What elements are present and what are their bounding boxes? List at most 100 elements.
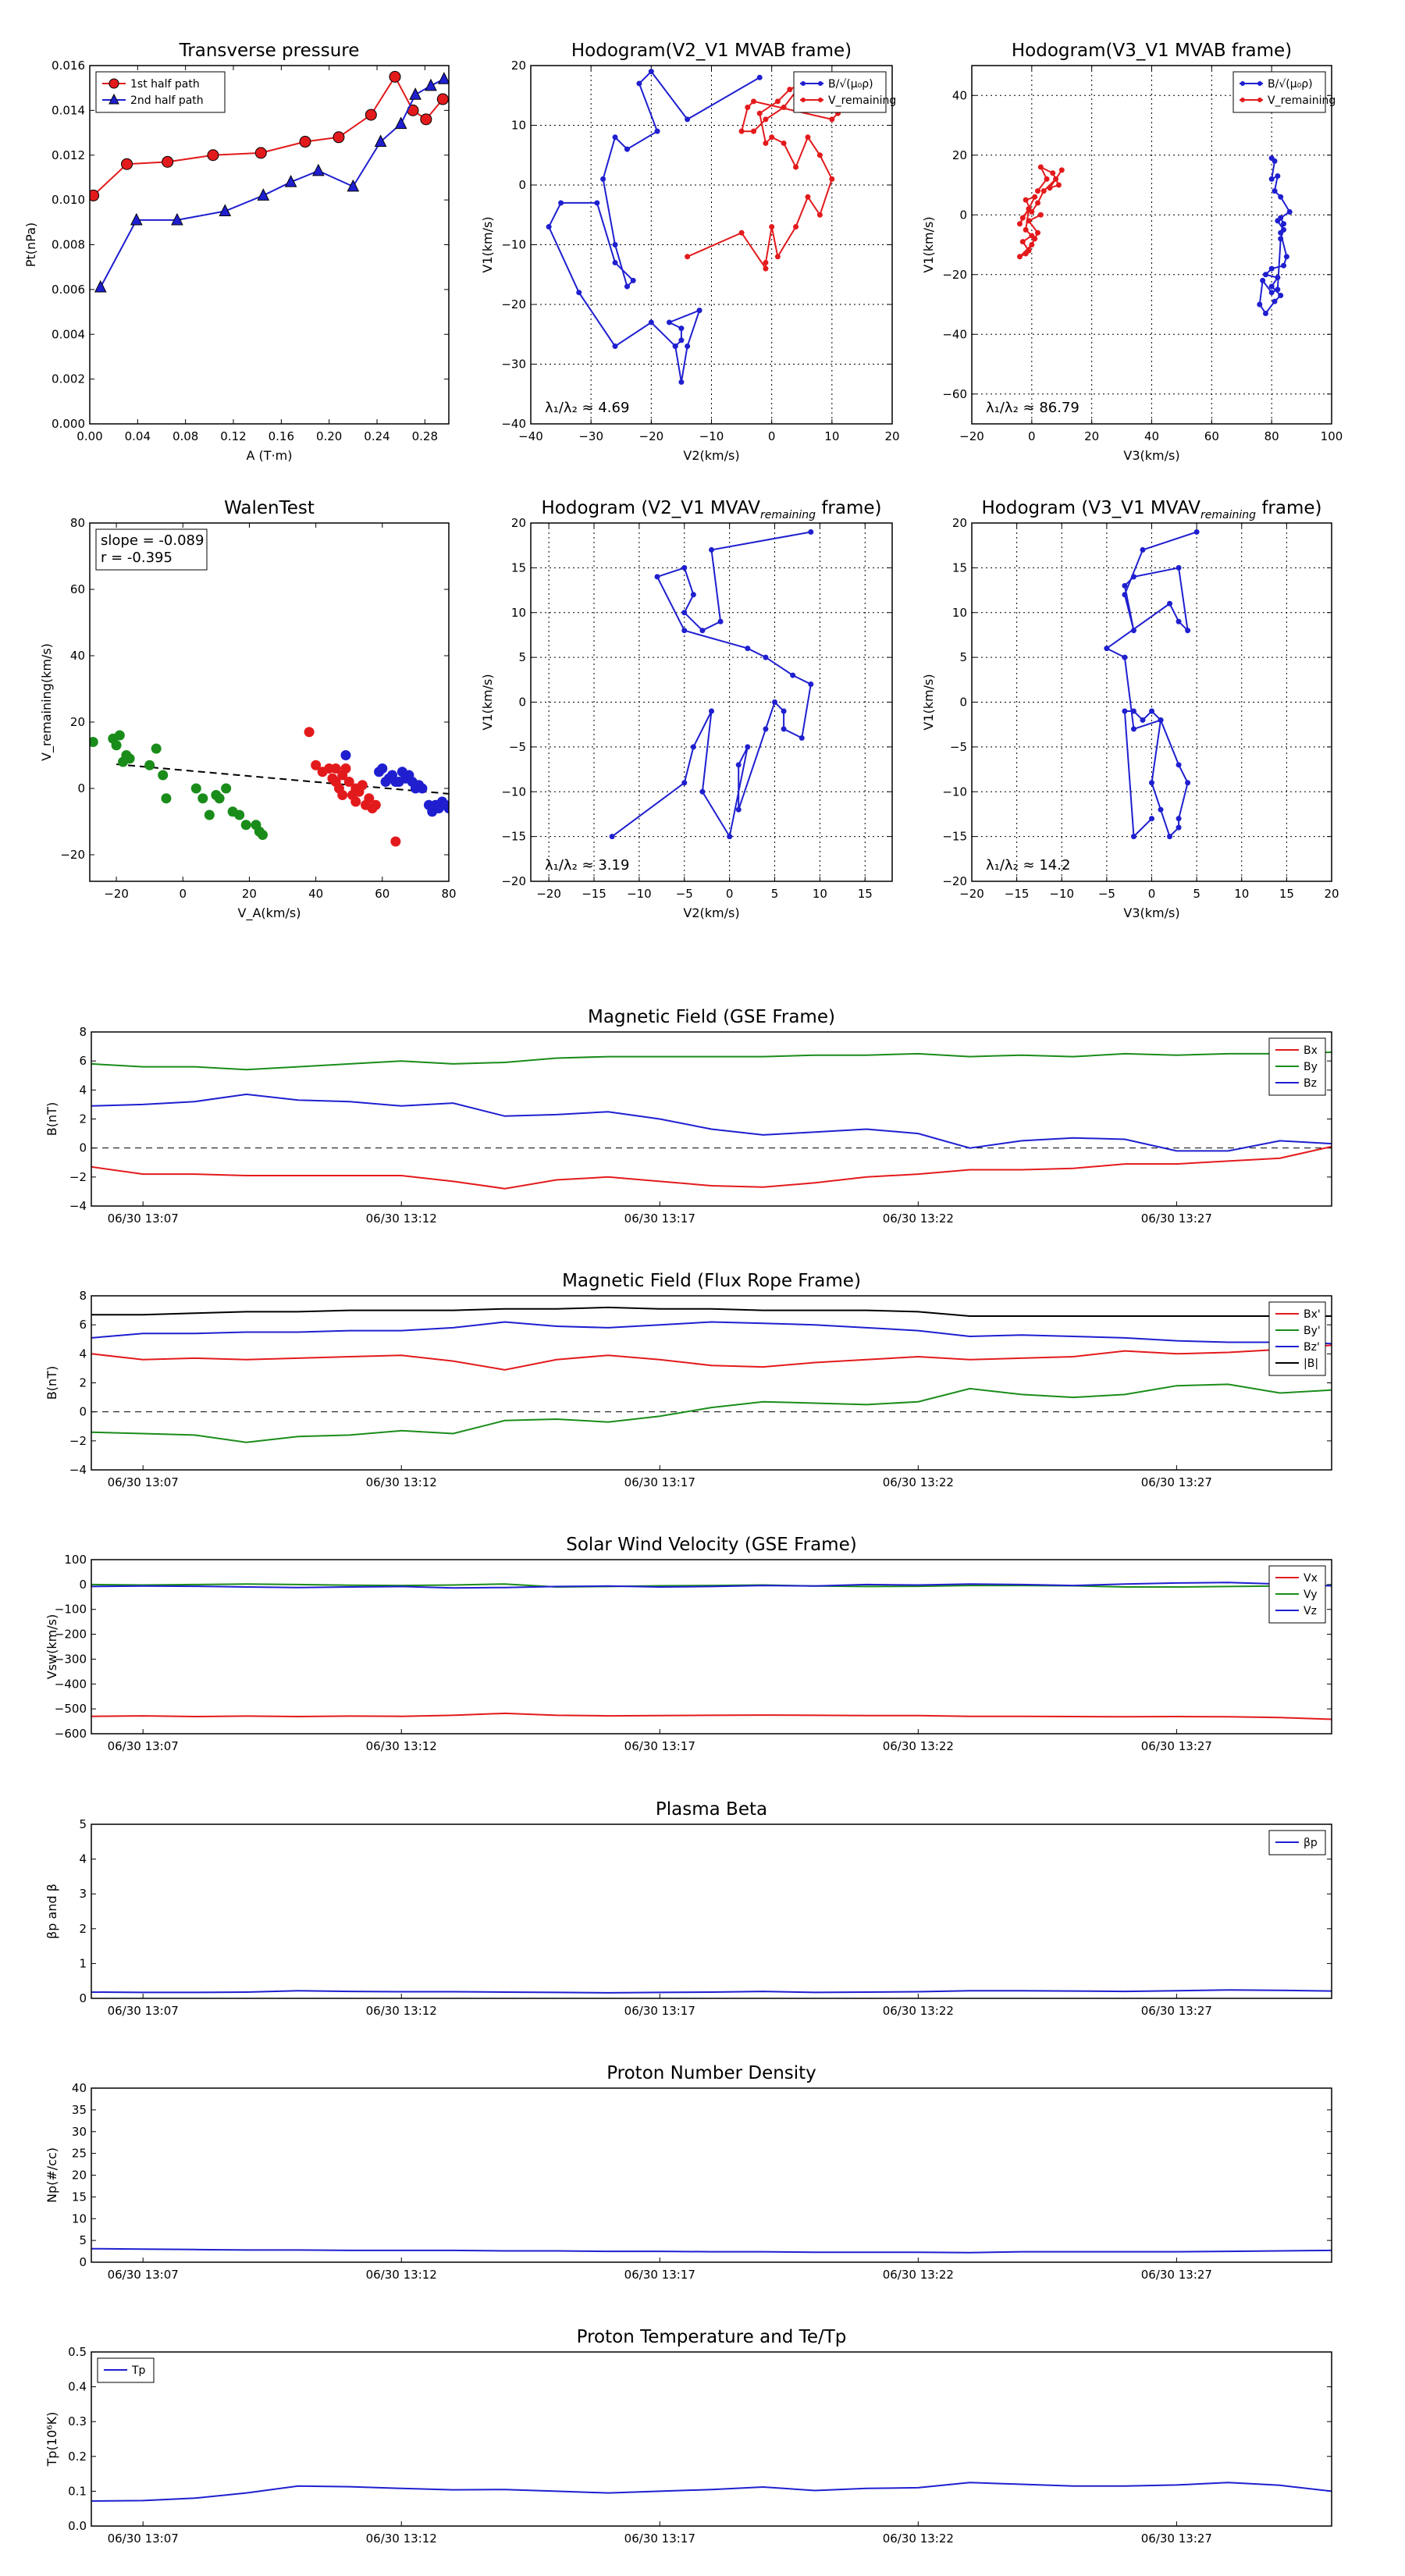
y-tick-label: 2 [79, 1376, 87, 1390]
data-point [799, 735, 805, 741]
y-tick-label: 20 [952, 148, 967, 162]
y-tick-label: 10 [72, 2211, 87, 2226]
data-point [681, 780, 688, 786]
data-point [1176, 564, 1182, 571]
data-point [1122, 592, 1128, 598]
data-point [370, 799, 381, 810]
plot-area [609, 528, 814, 840]
x-tick-label: −30 [578, 429, 603, 443]
data-point [1050, 170, 1056, 176]
y-tick-label: −20 [942, 874, 967, 888]
panel-title: Magnetic Field (Flux Rope Frame) [562, 1271, 861, 1291]
data-point [576, 290, 582, 296]
data-point [594, 200, 600, 206]
data-point [90, 737, 98, 747]
title-subscript: remaining [1200, 509, 1256, 521]
x-tick-label: −40 [518, 429, 543, 443]
title-main: Hodogram (V3_V1 MVAV [981, 498, 1200, 518]
x-tick-label: 06/30 13:22 [883, 1739, 954, 1753]
data-point [612, 134, 618, 141]
x-tick-label: 06/30 13:07 [108, 2532, 179, 2546]
x-tick-label: 0.20 [316, 429, 342, 443]
y-tick-label: 25 [72, 2147, 87, 2161]
legend-label: By' [1304, 1325, 1321, 1337]
series-bz-line [91, 1093, 1332, 1152]
data-point [763, 116, 769, 123]
data-point [805, 194, 811, 200]
x-tick-label: 0.00 [76, 429, 102, 443]
data-point [1185, 628, 1191, 634]
y-tick-label: −4 [69, 1463, 87, 1477]
data-point [343, 777, 354, 787]
y-tick-label: 5 [518, 650, 526, 664]
plot-frame [89, 65, 450, 425]
panel-ts2: Magnetic Field (Flux Rope Frame) −4 −2 0 2 4 6… [44, 1271, 1332, 1489]
data-point [672, 343, 678, 350]
data-point [121, 158, 133, 170]
legend: Vx Vy Vz [1268, 1565, 1326, 1624]
y-tick-label: −2 [69, 1170, 87, 1184]
y-tick-label: −400 [55, 1677, 87, 1691]
data-point [808, 681, 814, 688]
data-point [751, 128, 757, 134]
y-tick-label: 100 [64, 1553, 87, 1567]
data-point [190, 783, 201, 794]
plot-area [90, 727, 449, 847]
series-b--line [547, 70, 760, 382]
legend-marker [801, 81, 806, 86]
data-point [612, 343, 618, 350]
data-point [772, 699, 778, 705]
data-point [756, 110, 763, 116]
fit-stats-box [95, 528, 208, 571]
x-tick-label: −20 [959, 887, 984, 901]
x-tick-label: 06/30 13:17 [624, 2532, 695, 2546]
y-tick-label: 0.006 [52, 283, 85, 297]
data-point [389, 70, 401, 83]
data-point [745, 744, 751, 750]
y-tick-label: −600 [55, 1727, 87, 1741]
data-point [438, 72, 449, 84]
panel-ts3: Solar Wind Velocity (GSE Frame) −600 −500 −… [44, 1535, 1332, 1753]
plot-area [91, 1306, 1332, 1443]
fit-line [116, 763, 449, 795]
x-tick-label: 0.16 [269, 429, 294, 443]
data-point [781, 708, 787, 714]
legend-label: |B| [1304, 1357, 1318, 1370]
data-point [1176, 816, 1182, 822]
y-tick-label: 20 [70, 715, 85, 729]
data-point [1044, 176, 1050, 182]
x-tick-label: 0.04 [125, 429, 151, 443]
data-point [130, 212, 143, 226]
data-point [257, 188, 270, 201]
y-tick-label: 0.3 [68, 2414, 87, 2428]
data-point [1035, 188, 1041, 194]
data-point [685, 116, 691, 123]
ratio-annotation: λ₁/λ₂ ≈ 4.69 [545, 400, 629, 416]
y-axis-label: V1(km/s) [480, 674, 495, 730]
series-0-line [91, 2247, 1332, 2254]
data-point [681, 610, 688, 616]
data-point [1053, 176, 1059, 182]
data-point [787, 87, 793, 93]
legend: Tp [97, 2357, 155, 2383]
data-point [681, 628, 688, 634]
x-tick-label: 06/30 13:22 [883, 2268, 954, 2282]
data-point [1260, 277, 1266, 283]
panel-h3: Hodogram (V2_V1 MVAVremaining frame)−20−… [480, 498, 893, 920]
data-point [337, 790, 348, 800]
series-vz-line [91, 1582, 1332, 1589]
y-tick-label: 40 [952, 88, 967, 102]
data-point [311, 760, 322, 770]
panel-title: Solar Wind Velocity (GSE Frame) [566, 1535, 856, 1555]
data-point [1193, 528, 1200, 535]
x-axis-label: V2(km/s) [683, 448, 739, 463]
data-point [745, 646, 751, 652]
data-point [417, 783, 428, 794]
data-point [763, 265, 769, 272]
data-point [738, 128, 745, 134]
y-tick-label: −5 [509, 740, 526, 754]
data-point [769, 134, 775, 141]
panel-title: Plasma Beta [656, 1799, 767, 1820]
data-point [709, 708, 714, 714]
